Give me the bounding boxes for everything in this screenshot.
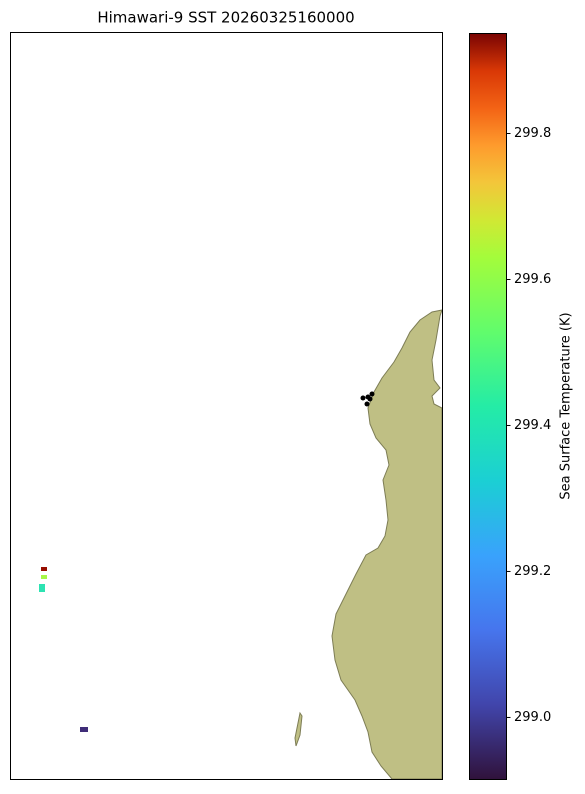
sst-pixel <box>41 575 47 579</box>
colorbar-tick-label: 299.8 <box>514 126 551 141</box>
sst-pixel <box>39 584 45 592</box>
colorbar-tick-label: 299.6 <box>514 272 551 287</box>
colorbar-tick-label: 299.2 <box>514 564 551 579</box>
colorbar-tick-label: 299.4 <box>514 418 551 433</box>
colorbar <box>469 33 507 780</box>
sst-pixel <box>41 567 47 571</box>
colorbar-tick-label: 299.0 <box>514 710 551 725</box>
chart-title: Himawari-9 SST 20260325160000 <box>97 9 354 27</box>
colorbar-label: Sea Surface Temperature (K) <box>559 312 574 499</box>
station-markers <box>360 391 375 407</box>
island <box>294 711 303 747</box>
sst-pixel <box>80 727 88 732</box>
map-area <box>10 32 443 780</box>
land <box>331 309 443 780</box>
map-frame <box>10 32 443 780</box>
